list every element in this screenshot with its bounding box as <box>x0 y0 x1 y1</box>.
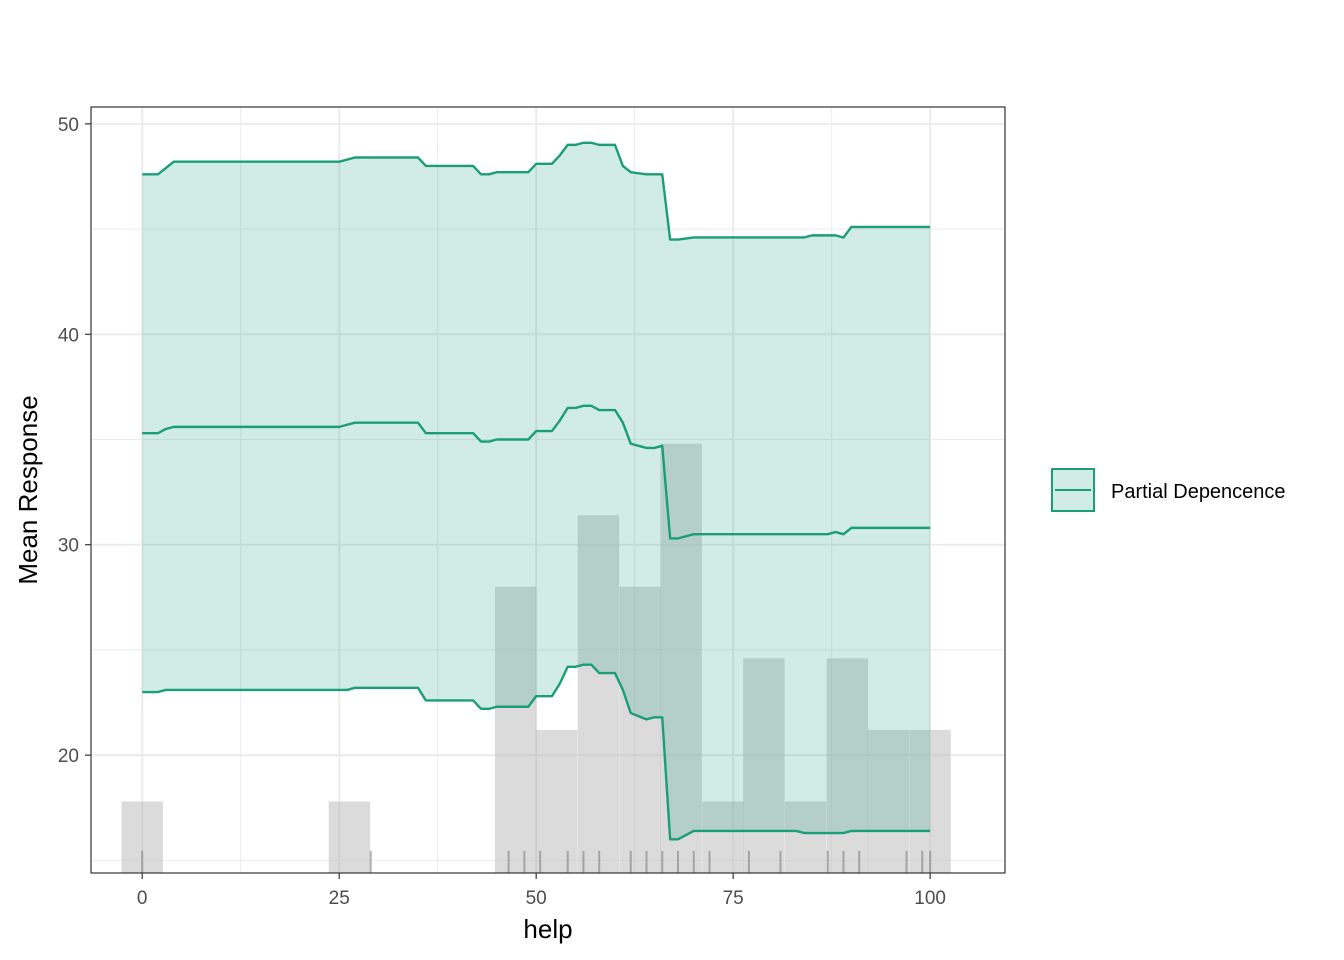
y-axis-title: Mean Response <box>13 395 43 584</box>
x-tick-label: 50 <box>526 888 547 909</box>
histogram-bar <box>619 586 661 873</box>
x-axis-title: help <box>523 914 572 944</box>
series-line <box>142 663 931 841</box>
histogram-bar <box>867 729 910 873</box>
histogram-bar <box>577 515 620 873</box>
histogram-bar <box>494 586 537 873</box>
histogram-bar <box>535 729 578 873</box>
histogram-bar <box>784 801 827 873</box>
histogram-bar <box>328 801 371 873</box>
axis-ticks: 0 25 50 75 100 20 30 40 50 <box>58 115 946 909</box>
series-line <box>142 141 931 241</box>
y-tick-label: 20 <box>58 746 79 767</box>
panel-border <box>90 106 1006 874</box>
partial-dependence-band <box>142 142 931 840</box>
x-tick-label: 100 <box>914 888 946 909</box>
x-tick-label: 0 <box>137 888 148 909</box>
rug-marks <box>141 851 932 873</box>
y-tick-label: 50 <box>58 115 79 136</box>
histogram-bar <box>743 658 785 873</box>
histogram-bar <box>909 729 951 873</box>
y-tick-label: 40 <box>58 325 79 346</box>
y-tick-label: 30 <box>58 536 79 557</box>
series-line <box>142 404 931 540</box>
legend-label: Partial Depencence <box>1111 481 1286 503</box>
x-tick-label: 75 <box>723 888 744 909</box>
partial-dependence-lines <box>142 141 931 841</box>
x-tick-label: 25 <box>329 888 350 909</box>
histogram-bar <box>826 658 869 873</box>
legend: Partial Depencence <box>1051 468 1286 512</box>
